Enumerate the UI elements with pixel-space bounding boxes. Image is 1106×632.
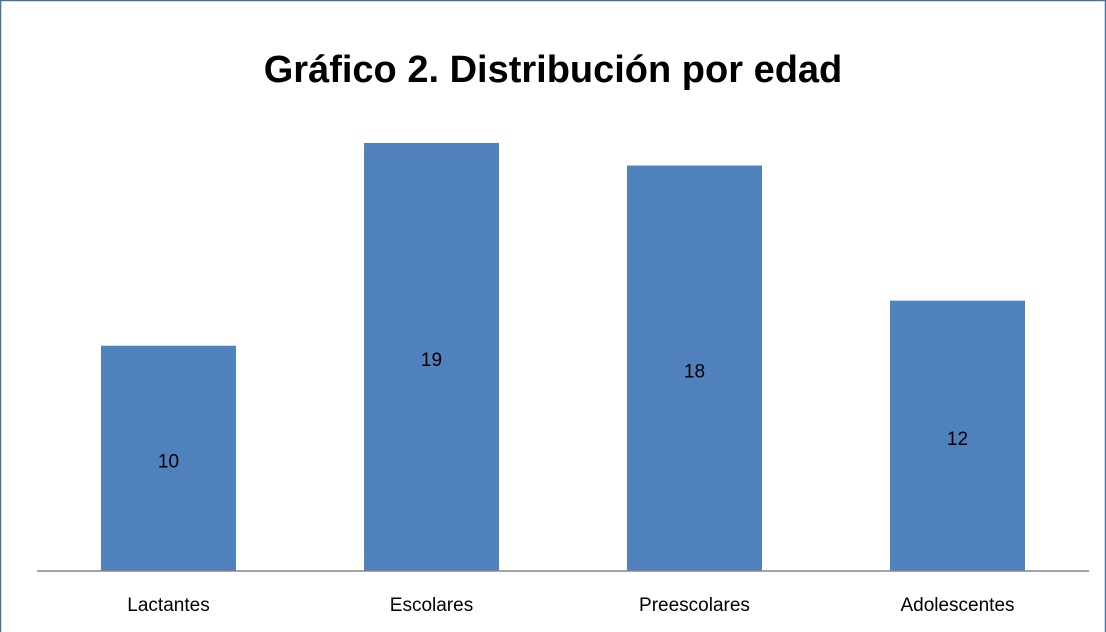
bar	[364, 143, 499, 571]
chart-title: Gráfico 2. Distribución por edad	[264, 49, 843, 91]
x-tick-label: Preescolares	[639, 595, 750, 616]
bar	[890, 300, 1025, 571]
bar	[101, 345, 236, 571]
data-label: 10	[158, 451, 179, 472]
x-tick-label: Escolares	[390, 595, 473, 616]
bar	[627, 165, 762, 572]
data-label: 19	[421, 350, 442, 371]
data-label: 18	[684, 361, 705, 382]
x-tick-label: Lactantes	[127, 595, 209, 616]
data-label: 12	[947, 429, 968, 450]
x-tick-label: Adolescentes	[900, 595, 1014, 616]
